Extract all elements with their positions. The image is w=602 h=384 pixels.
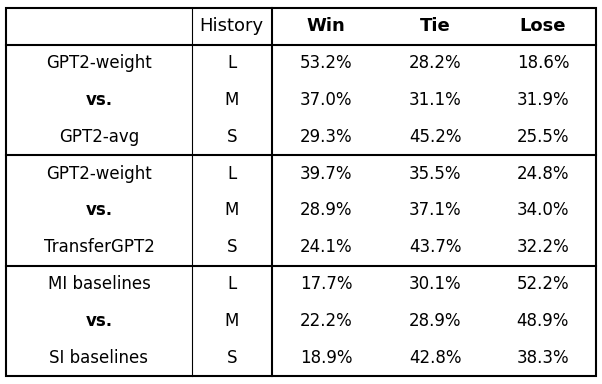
Text: 38.3%: 38.3% xyxy=(517,349,569,367)
Text: TransferGPT2: TransferGPT2 xyxy=(43,238,154,256)
Text: 28.9%: 28.9% xyxy=(409,312,462,330)
Text: M: M xyxy=(225,91,239,109)
Text: vs.: vs. xyxy=(85,202,113,219)
Text: 22.2%: 22.2% xyxy=(300,312,352,330)
Text: 25.5%: 25.5% xyxy=(517,128,569,146)
Text: 29.3%: 29.3% xyxy=(300,128,352,146)
Text: 28.9%: 28.9% xyxy=(300,202,352,219)
Text: 32.2%: 32.2% xyxy=(517,238,569,256)
Text: 48.9%: 48.9% xyxy=(517,312,569,330)
Text: 28.2%: 28.2% xyxy=(409,54,462,72)
Text: 18.9%: 18.9% xyxy=(300,349,352,367)
Text: 31.9%: 31.9% xyxy=(517,91,569,109)
Text: 42.8%: 42.8% xyxy=(409,349,462,367)
Text: L: L xyxy=(227,275,237,293)
Text: 17.7%: 17.7% xyxy=(300,275,352,293)
Text: L: L xyxy=(227,165,237,182)
Text: 39.7%: 39.7% xyxy=(300,165,352,182)
Text: Tie: Tie xyxy=(420,17,450,35)
Text: 37.1%: 37.1% xyxy=(409,202,462,219)
Text: 37.0%: 37.0% xyxy=(300,91,352,109)
Text: 52.2%: 52.2% xyxy=(517,275,569,293)
Text: GPT2-weight: GPT2-weight xyxy=(46,165,152,182)
Text: 53.2%: 53.2% xyxy=(300,54,352,72)
Text: Win: Win xyxy=(306,17,346,35)
Text: M: M xyxy=(225,202,239,219)
Text: 24.8%: 24.8% xyxy=(517,165,569,182)
Text: 31.1%: 31.1% xyxy=(409,91,462,109)
Text: SI baselines: SI baselines xyxy=(49,349,149,367)
Text: S: S xyxy=(226,349,237,367)
Text: 43.7%: 43.7% xyxy=(409,238,462,256)
Text: History: History xyxy=(200,17,264,35)
Text: MI baselines: MI baselines xyxy=(48,275,150,293)
Text: L: L xyxy=(227,54,237,72)
Text: Lose: Lose xyxy=(520,17,566,35)
Text: S: S xyxy=(226,128,237,146)
Text: 34.0%: 34.0% xyxy=(517,202,569,219)
Text: 35.5%: 35.5% xyxy=(409,165,462,182)
Text: 30.1%: 30.1% xyxy=(409,275,462,293)
Text: 18.6%: 18.6% xyxy=(517,54,569,72)
Text: 24.1%: 24.1% xyxy=(300,238,352,256)
Text: GPT2-avg: GPT2-avg xyxy=(59,128,139,146)
Text: vs.: vs. xyxy=(85,312,113,330)
Text: M: M xyxy=(225,312,239,330)
Text: S: S xyxy=(226,238,237,256)
Text: GPT2-weight: GPT2-weight xyxy=(46,54,152,72)
Text: vs.: vs. xyxy=(85,91,113,109)
Text: 45.2%: 45.2% xyxy=(409,128,462,146)
